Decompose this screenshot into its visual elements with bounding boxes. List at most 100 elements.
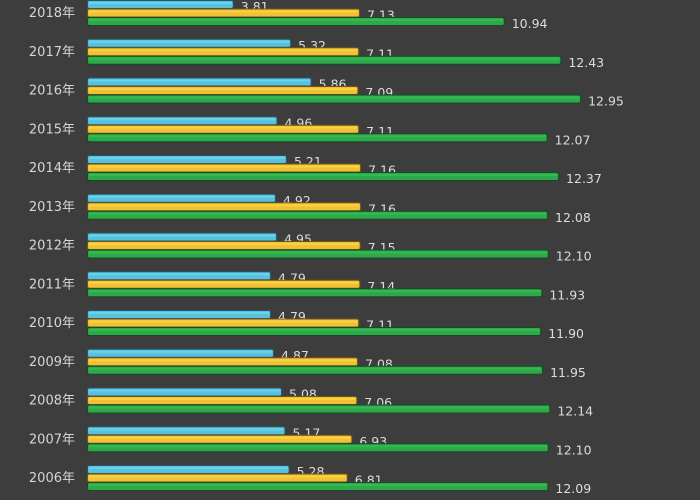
bar-green-highlight <box>89 174 558 176</box>
bar-yellow <box>88 125 359 133</box>
bar-yellow <box>88 87 358 94</box>
bar-yellow-highlight <box>89 243 359 245</box>
data-label-green: 11.90 <box>548 326 584 341</box>
data-label-green: 12.09 <box>555 481 591 496</box>
bar-green-highlight <box>89 484 547 486</box>
bar-yellow <box>88 280 360 288</box>
bar-cyan <box>88 466 289 473</box>
y-tick-label: 2011年 <box>29 277 75 292</box>
bar-yellow-highlight <box>89 281 359 284</box>
bar-cyan-highlight <box>89 40 290 43</box>
bar-green-highlight <box>89 96 580 99</box>
bar-cyan <box>88 194 275 202</box>
y-tick-label: 2009年 <box>29 355 75 370</box>
bar-green <box>88 250 548 258</box>
bar-green <box>88 173 559 180</box>
bar-cyan <box>88 427 285 435</box>
y-tick-label: 2018年 <box>29 6 75 21</box>
data-label-green: 12.10 <box>556 249 592 264</box>
bar-green <box>88 289 542 297</box>
bar-green-highlight <box>89 290 541 293</box>
bar-green-highlight <box>89 445 547 448</box>
bar-yellow <box>88 164 361 172</box>
bar-green <box>88 56 561 64</box>
y-tick-label: 2014年 <box>29 161 75 176</box>
data-label-green: 12.43 <box>568 55 604 70</box>
bar-green-highlight <box>89 135 546 138</box>
bar-green <box>88 328 541 335</box>
bar-yellow <box>88 435 352 443</box>
bar-yellow <box>88 48 359 56</box>
y-tick-label: 2012年 <box>29 239 75 254</box>
bar-green <box>88 405 550 413</box>
bar-yellow <box>88 9 359 17</box>
bar-cyan-highlight <box>89 2 232 4</box>
data-label-green: 10.94 <box>512 16 548 31</box>
bar-green <box>88 18 504 25</box>
data-label-green: 12.07 <box>555 132 591 147</box>
data-label-green: 12.37 <box>566 171 602 186</box>
bar-cyan-highlight <box>89 234 276 237</box>
bar-yellow-highlight <box>89 204 360 207</box>
bar-green <box>88 95 581 103</box>
bar-yellow-highlight <box>89 165 360 168</box>
bar-cyan-highlight <box>89 79 310 82</box>
bar-cyan <box>88 39 291 47</box>
y-tick-label: 2007年 <box>29 432 75 447</box>
bar-green <box>88 366 543 374</box>
bar-cyan-highlight <box>89 195 274 198</box>
y-tick-label: 2010年 <box>29 316 75 331</box>
bar-cyan <box>88 1 233 8</box>
data-label-green: 12.95 <box>588 94 624 109</box>
bar-cyan-highlight <box>89 273 270 276</box>
y-tick-label: 2013年 <box>29 200 75 215</box>
data-label-green: 12.08 <box>555 210 591 225</box>
bar-cyan-highlight <box>89 428 284 431</box>
bar-yellow <box>88 319 359 327</box>
bar-yellow-highlight <box>89 126 358 129</box>
y-tick-label: 2008年 <box>29 394 75 409</box>
bar-yellow <box>88 397 357 404</box>
bar-green-highlight <box>89 57 560 60</box>
bar-yellow <box>88 358 358 366</box>
bar-green-highlight <box>89 19 503 21</box>
bar-yellow <box>88 474 347 482</box>
data-label-green: 11.93 <box>549 287 585 302</box>
bar-green-highlight <box>89 329 540 331</box>
bar-green <box>88 444 548 452</box>
bar-cyan <box>88 156 286 163</box>
bar-yellow-highlight <box>89 436 351 439</box>
bar-yellow-highlight <box>89 359 357 362</box>
bar-yellow-highlight <box>89 398 356 400</box>
data-label-green: 11.95 <box>550 365 586 380</box>
bar-yellow <box>88 242 360 249</box>
y-tick-label: 2015年 <box>29 122 75 137</box>
bar-green <box>88 483 548 490</box>
bar-cyan-highlight <box>89 157 285 159</box>
bar-green-highlight <box>89 367 542 370</box>
data-label-green: 12.10 <box>556 442 592 457</box>
y-tick-label: 2017年 <box>29 45 75 60</box>
bar-cyan <box>88 78 311 86</box>
bar-green <box>88 134 547 142</box>
bar-cyan-highlight <box>89 350 273 353</box>
bar-cyan <box>88 349 274 357</box>
bar-cyan-highlight <box>89 312 270 314</box>
bar-yellow-highlight <box>89 10 358 13</box>
bar-yellow-highlight <box>89 49 358 52</box>
bar-green-highlight <box>89 251 547 254</box>
bar-cyan-highlight <box>89 118 276 121</box>
bar-cyan <box>88 311 271 318</box>
